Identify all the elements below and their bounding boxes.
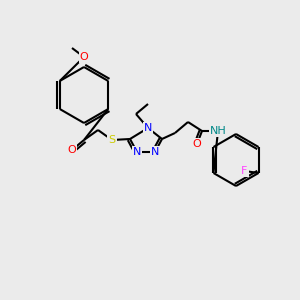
Text: N: N	[133, 147, 141, 157]
Text: O: O	[193, 139, 201, 149]
Text: N: N	[151, 147, 159, 157]
Text: O: O	[80, 52, 88, 62]
Text: O: O	[68, 145, 76, 155]
Text: NH: NH	[210, 126, 226, 136]
Text: N: N	[144, 123, 152, 133]
Text: S: S	[108, 135, 116, 145]
Text: F: F	[241, 166, 248, 176]
